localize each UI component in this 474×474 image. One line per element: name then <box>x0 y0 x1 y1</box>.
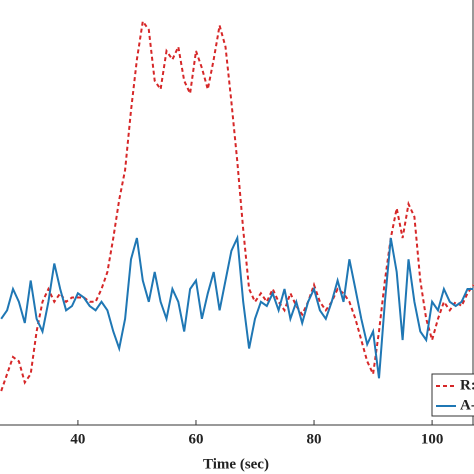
x-tick-label: 80 <box>307 431 322 447</box>
x-axis-label: Time (sec) <box>203 456 269 472</box>
legend-label: A- <box>460 397 474 413</box>
line-series <box>0 234 474 379</box>
legend-label: R: <box>460 377 474 393</box>
line-series <box>0 18 474 392</box>
legend-box <box>431 373 474 417</box>
x-tick-label: 40 <box>70 431 85 447</box>
x-tick-label: 60 <box>188 431 203 447</box>
x-tick-label: 100 <box>421 431 444 447</box>
